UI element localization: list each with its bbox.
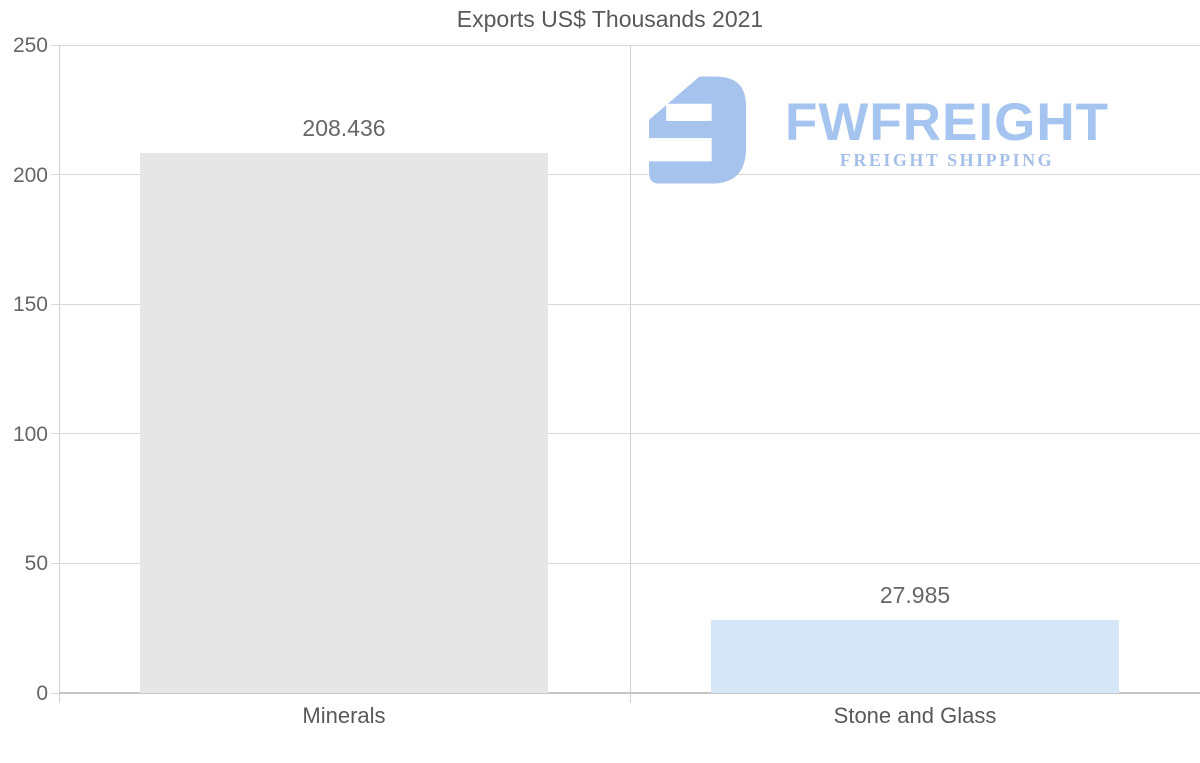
y-gridline — [59, 562, 1200, 564]
x-axis-label: Stone and Glass — [833, 703, 997, 728]
y-tick-mark — [51, 562, 59, 564]
y-tick-mark — [51, 692, 59, 694]
y-tick-label: 100 — [12, 422, 48, 446]
y-gridline — [59, 174, 1200, 176]
y-tick-label: 250 — [12, 34, 48, 57]
logo-tagline-text: FREIGHT SHIPPING — [839, 150, 1055, 170]
chart-title: Exports US$ Thousands 2021 — [456, 6, 764, 32]
y-tick-mark — [51, 303, 59, 305]
y-tick-mark — [51, 433, 59, 435]
y-axis-line — [59, 45, 60, 703]
x-axis-label: Minerals — [302, 703, 386, 728]
y-tick-label: 50 — [24, 552, 48, 576]
logo-text: FWFREIGHT FREIGHT SHIPPING — [785, 96, 1109, 171]
bar-value-label: 27.985 — [879, 582, 951, 608]
bar-value-label: 208.436 — [302, 115, 386, 141]
y-gridline — [59, 433, 1200, 435]
logo: FWFREIGHT FREIGHT SHIPPING — [647, 69, 1109, 186]
y-tick-label: 0 — [36, 682, 48, 705]
y-tick-mark — [51, 174, 59, 176]
y-tick-label: 200 — [12, 163, 48, 187]
y-tick-mark — [51, 44, 59, 46]
category-separator — [630, 45, 631, 703]
y-gridline — [59, 44, 1200, 46]
fwfreight-logo-icon — [649, 76, 746, 184]
bar-stone-and-glass — [711, 620, 1119, 693]
logo-brand-text: FWFREIGHT — [785, 93, 1109, 152]
y-tick-label: 150 — [12, 293, 48, 317]
x-axis-line — [59, 692, 1200, 694]
bar-minerals — [140, 153, 548, 693]
y-gridline — [59, 303, 1200, 305]
